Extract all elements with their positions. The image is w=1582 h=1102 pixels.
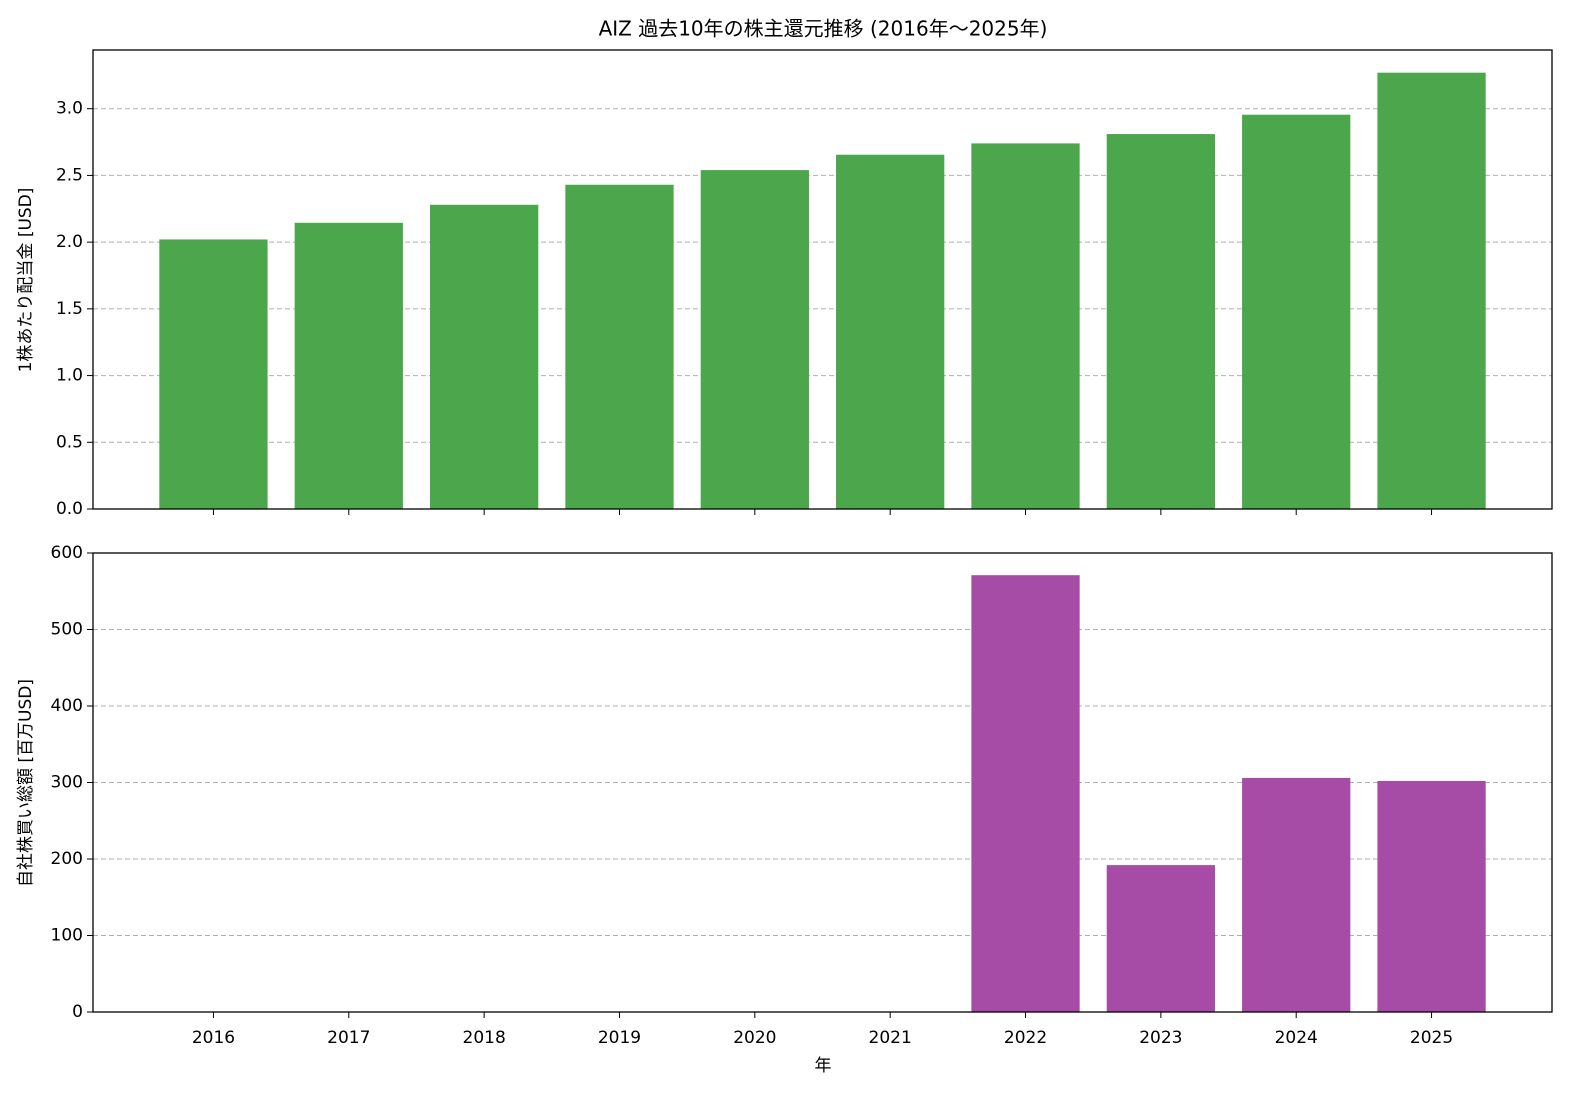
y-tick-label: 0 xyxy=(72,1002,83,1022)
y-tick-label: 3.0 xyxy=(56,99,83,119)
y-tick-label: 100 xyxy=(51,926,83,946)
y-tick-label: 0.0 xyxy=(56,499,83,519)
x-tick-label: 2020 xyxy=(733,1028,776,1048)
bar xyxy=(1377,780,1486,1012)
bar xyxy=(1106,134,1215,510)
chart-title: AIZ 過去10年の株主還元推移 (2016年～2025年) xyxy=(599,17,1048,41)
y-tick-label: 2.0 xyxy=(56,232,83,252)
x-tick-label: 2021 xyxy=(869,1028,912,1048)
x-tick-label: 2022 xyxy=(1004,1028,1047,1048)
y-tick-label: 2.5 xyxy=(56,165,83,185)
y-tick-label: 1.0 xyxy=(56,366,83,386)
y-axis-label: 自社株買い総額 [百万USD] xyxy=(16,679,36,887)
y-tick-label: 400 xyxy=(51,696,83,716)
bar xyxy=(836,154,945,509)
bar xyxy=(294,222,403,509)
bar xyxy=(159,239,268,509)
axes-frame xyxy=(92,49,1553,510)
x-tick-label: 2023 xyxy=(1139,1028,1182,1048)
y-tick-label: 300 xyxy=(51,773,83,793)
x-tick-label: 2025 xyxy=(1410,1028,1453,1048)
bar xyxy=(565,184,674,510)
bar xyxy=(1242,777,1351,1012)
bar xyxy=(1242,114,1351,510)
bar xyxy=(1106,865,1215,1012)
x-tick-label: 2019 xyxy=(598,1028,641,1048)
bar xyxy=(971,143,1080,509)
x-axis-label: 年 xyxy=(815,1056,832,1076)
y-axis-label: 1株あたり配当金 [USD] xyxy=(16,188,36,373)
axes-frame xyxy=(92,552,1553,1013)
bar xyxy=(971,575,1080,1012)
y-tick-label: 200 xyxy=(51,849,83,869)
y-tick-label: 1.5 xyxy=(56,299,83,319)
x-tick-label: 2017 xyxy=(327,1028,370,1048)
x-tick-label: 2016 xyxy=(192,1028,235,1048)
x-tick-label: 2018 xyxy=(463,1028,506,1048)
y-tick-label: 0.5 xyxy=(56,432,83,452)
y-tick-label: 600 xyxy=(51,543,83,563)
y-tick-label: 500 xyxy=(51,620,83,640)
bar xyxy=(430,204,539,510)
bar xyxy=(700,170,809,509)
bar xyxy=(1377,72,1486,509)
x-tick-label: 2024 xyxy=(1275,1028,1318,1048)
